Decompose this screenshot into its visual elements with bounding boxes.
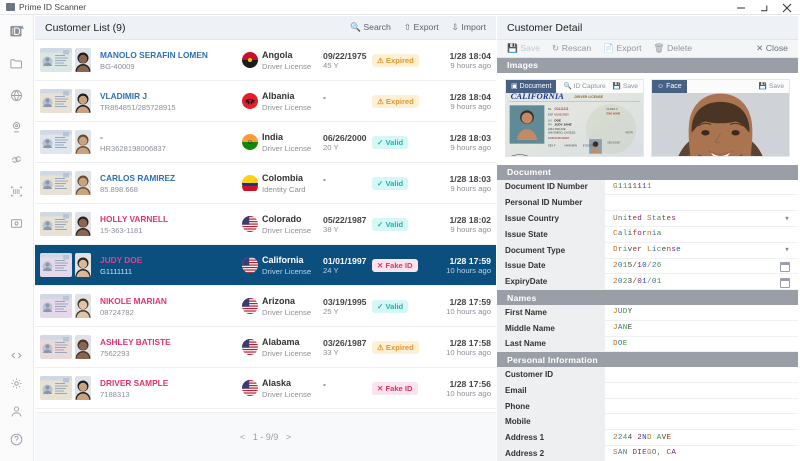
- svg-text:EYES GRN: EYES GRN: [583, 143, 597, 147]
- svg-text:END NONE: END NONE: [606, 111, 620, 115]
- svg-text:DL: DL: [548, 107, 552, 111]
- svg-text:2244 2ND AVE: 2244 2ND AVE: [548, 127, 566, 131]
- svg-text:CALIFORNIA: CALIFORNIA: [511, 93, 565, 101]
- svg-text:HAIR BRN: HAIR BRN: [564, 143, 577, 147]
- svg-text:DOB: DOB: [548, 136, 554, 140]
- svg-text:DRIVER LICENSE: DRIVER LICENSE: [575, 95, 604, 99]
- svg-text:FN: FN: [548, 122, 552, 126]
- svg-text:RSTR: RSTR: [626, 130, 633, 134]
- svg-text:08/24/1987: 08/24/1987: [607, 140, 621, 144]
- svg-text:JUDY JANE: JUDY JANE: [554, 122, 571, 126]
- svg-text:SAN DIEGO, CA 92101: SAN DIEGO, CA 92101: [548, 130, 576, 134]
- svg-text:LN: LN: [548, 118, 551, 122]
- svg-text:EXP: EXP: [548, 112, 554, 116]
- svg-text:DOE: DOE: [554, 118, 561, 122]
- svg-text:01/01/1997: 01/01/1997: [554, 136, 569, 140]
- svg-text:G1111111: G1111111: [554, 107, 568, 111]
- svg-text:SEX F: SEX F: [548, 143, 556, 147]
- svg-text:01/01/2023: 01/01/2023: [554, 112, 569, 116]
- svg-text:CLASS C: CLASS C: [606, 107, 617, 111]
